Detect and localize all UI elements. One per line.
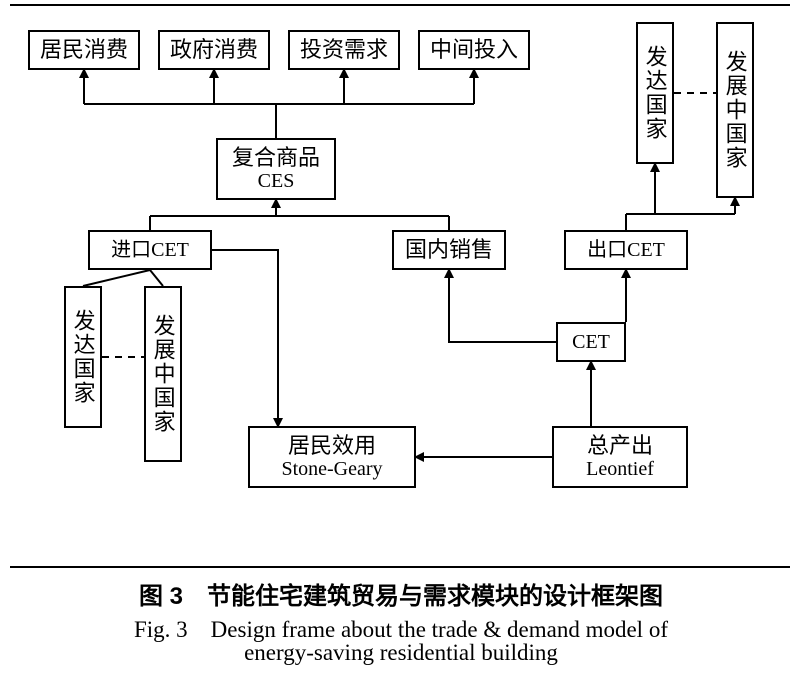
node-utility: 居民效用Stone-Geary bbox=[248, 426, 416, 488]
node-cet_small: CET bbox=[556, 322, 626, 362]
node-inter_input-line0: 中间投入 bbox=[430, 37, 518, 62]
node-ing_left-line0: 发展中国家 bbox=[150, 314, 175, 434]
node-ing_right: 发展中国家 bbox=[716, 22, 754, 198]
node-dev_left-line0: 发达国家 bbox=[70, 309, 95, 405]
node-composite: 复合商品CES bbox=[216, 138, 336, 200]
node-utility-line1: Stone-Geary bbox=[281, 458, 382, 481]
node-invest_demand-line0: 投资需求 bbox=[300, 37, 388, 62]
node-import_cet-line0: 进口CET bbox=[111, 239, 189, 262]
caption-en-line2: energy-saving residential building bbox=[0, 640, 802, 666]
node-resident_cons-line0: 居民消费 bbox=[40, 37, 128, 62]
node-export_cet-line0: 出口CET bbox=[587, 239, 665, 262]
node-ing_right-line0: 发展中国家 bbox=[722, 50, 747, 170]
caption-zh: 图 3 节能住宅建筑贸易与需求模块的设计框架图 bbox=[0, 576, 802, 611]
node-dev_right-line0: 发达国家 bbox=[642, 45, 667, 141]
node-gov_cons-line0: 政府消费 bbox=[170, 37, 258, 62]
node-output-line0: 总产出 bbox=[587, 433, 653, 458]
node-gov_cons: 政府消费 bbox=[158, 30, 270, 70]
node-utility-line0: 居民效用 bbox=[288, 433, 376, 458]
node-cet_small-line0: CET bbox=[572, 331, 610, 354]
node-composite-line1: CES bbox=[258, 170, 295, 193]
node-resident_cons: 居民消费 bbox=[28, 30, 140, 70]
node-ing_left: 发展中国家 bbox=[144, 286, 182, 462]
node-inter_input: 中间投入 bbox=[418, 30, 530, 70]
node-domestic_sale-line0: 国内销售 bbox=[405, 237, 493, 262]
node-output: 总产出Leontief bbox=[552, 426, 688, 488]
node-import_cet: 进口CET bbox=[88, 230, 212, 270]
node-output-line1: Leontief bbox=[586, 458, 654, 481]
node-export_cet: 出口CET bbox=[564, 230, 688, 270]
node-domestic_sale: 国内销售 bbox=[392, 230, 506, 270]
node-dev_right: 发达国家 bbox=[636, 22, 674, 164]
node-dev_left: 发达国家 bbox=[64, 286, 102, 428]
diagram-canvas: 居民消费 政府消费 投资需求 中间投入复合商品CES 进口CET 国内销售 出口CET 发达国… bbox=[0, 0, 802, 684]
node-composite-line0: 复合商品 bbox=[232, 145, 320, 170]
node-invest_demand: 投资需求 bbox=[288, 30, 400, 70]
caption-en-line1: Fig. 3 Design frame about the trade & de… bbox=[0, 610, 802, 644]
